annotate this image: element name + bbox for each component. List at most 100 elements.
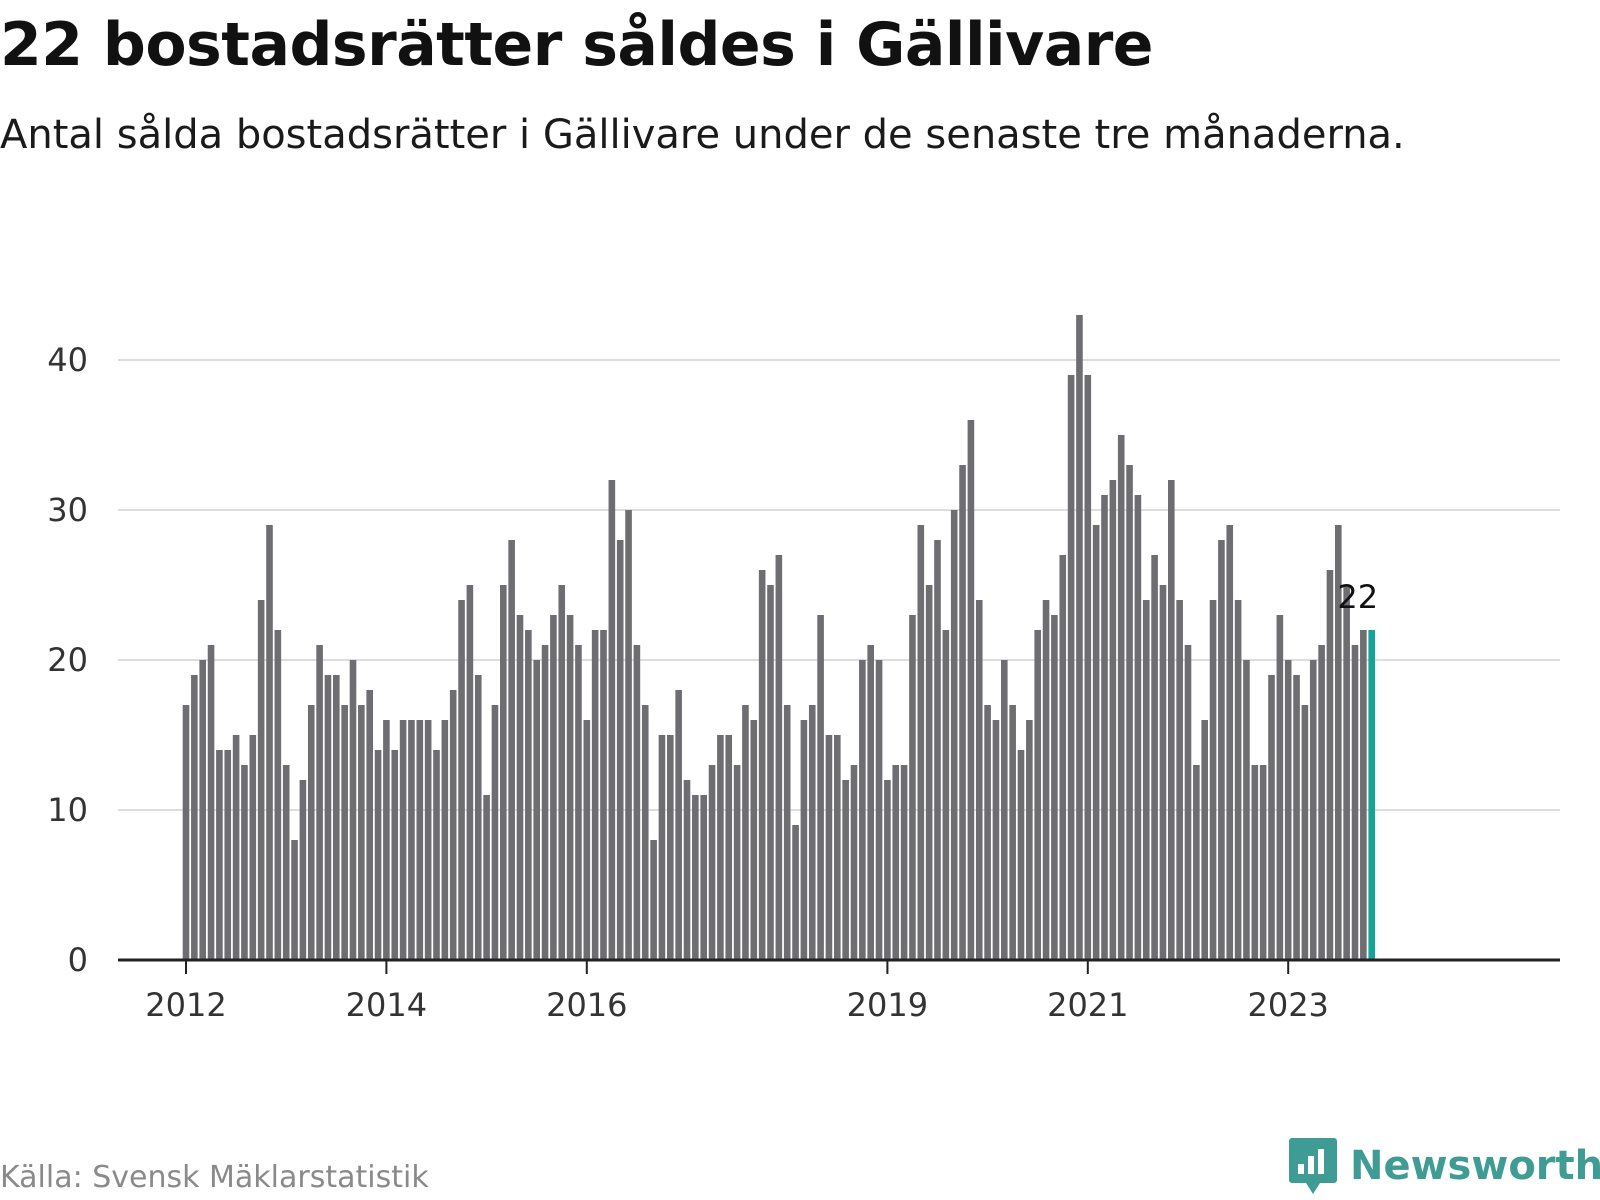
- bar: [884, 780, 891, 960]
- bar: [892, 765, 900, 960]
- x-tick-label: 2021: [1047, 986, 1128, 1024]
- bar: [491, 705, 499, 960]
- x-tick-label: 2014: [346, 986, 427, 1024]
- bar: [541, 645, 549, 960]
- bar: [658, 735, 666, 960]
- bar: [733, 765, 741, 960]
- bar: [249, 735, 257, 960]
- bar: [875, 660, 883, 960]
- bar: [959, 465, 966, 960]
- bar: [232, 735, 240, 960]
- y-axis-ticks: 0 10 20 30 40: [47, 341, 88, 979]
- bar: [783, 705, 791, 960]
- bar: [775, 555, 783, 960]
- bar: [1026, 720, 1033, 960]
- bar: [633, 645, 641, 960]
- bar: [1009, 705, 1016, 960]
- bar: [591, 630, 599, 960]
- bar: [667, 735, 674, 960]
- bar: [1293, 675, 1300, 960]
- bar: [1335, 525, 1342, 960]
- bar: [207, 645, 215, 960]
- bar: [1092, 525, 1100, 960]
- bar: [850, 765, 858, 960]
- bar: [358, 705, 365, 960]
- bar: [1151, 555, 1158, 960]
- bar: [942, 630, 950, 960]
- bar: [1184, 645, 1192, 960]
- brand-name: Newsworthy: [1350, 1143, 1600, 1189]
- bar: [1301, 705, 1309, 960]
- bar: [525, 630, 532, 960]
- bar: [1001, 660, 1008, 960]
- bar: [1076, 315, 1083, 960]
- bar: [842, 780, 849, 960]
- bar: [1017, 750, 1025, 960]
- bar: [550, 615, 557, 960]
- bar: [1226, 525, 1234, 960]
- bar: [608, 480, 616, 960]
- bar: [1101, 495, 1108, 960]
- chart-title: 22 bostadsrätter såldes i Gällivare: [0, 10, 1154, 80]
- bar: [307, 705, 315, 960]
- bar: [516, 615, 524, 960]
- bar: [984, 705, 991, 960]
- bar: [199, 660, 206, 960]
- data-labels: 22: [1337, 578, 1378, 616]
- bar: [1193, 765, 1200, 960]
- bar: [967, 420, 975, 960]
- bar-highlight: [1368, 630, 1375, 960]
- bar: [1034, 630, 1041, 960]
- bar: [834, 735, 841, 960]
- bar: [1084, 375, 1092, 960]
- bar: [1201, 720, 1208, 960]
- y-tick-label: 30: [47, 491, 88, 529]
- x-tick-label: 2023: [1247, 986, 1328, 1024]
- bar: [583, 720, 591, 960]
- bar: [641, 705, 649, 960]
- bar: [1042, 600, 1050, 960]
- bar: [282, 765, 290, 960]
- bar: [792, 825, 799, 960]
- bar: [1051, 615, 1058, 960]
- bar: [349, 660, 357, 960]
- bar: [917, 525, 925, 960]
- bar: [1168, 480, 1175, 960]
- bar: [1209, 600, 1217, 960]
- bar: [274, 630, 282, 960]
- bar: [1268, 675, 1275, 960]
- bar: [950, 510, 958, 960]
- bar: [925, 585, 933, 960]
- bar: [291, 840, 298, 960]
- y-tick-label: 10: [47, 791, 88, 829]
- bar: [1318, 645, 1325, 960]
- bar: [725, 735, 733, 960]
- bar: [1360, 630, 1367, 960]
- bar: [1284, 660, 1292, 960]
- bar: [1126, 465, 1133, 960]
- bar: [257, 600, 265, 960]
- bar: [750, 720, 758, 960]
- bar: [1326, 570, 1334, 960]
- bar: [466, 585, 474, 960]
- bar: [383, 720, 390, 960]
- bar: [1218, 540, 1225, 960]
- x-tick-label: 2012: [145, 986, 226, 1024]
- bar: [1259, 765, 1267, 960]
- bar: [458, 600, 465, 960]
- bar: [600, 630, 607, 960]
- bar: [575, 645, 582, 960]
- bar: [216, 750, 223, 960]
- bar: [424, 720, 432, 960]
- bar: [399, 720, 407, 960]
- bar: [1109, 480, 1117, 960]
- bar: [650, 840, 657, 960]
- bar: [1059, 555, 1067, 960]
- bar: [867, 645, 874, 960]
- bar: [316, 645, 323, 960]
- bar: [1343, 585, 1350, 960]
- bar: [934, 540, 941, 960]
- bar: [692, 795, 699, 960]
- bar: [374, 750, 382, 960]
